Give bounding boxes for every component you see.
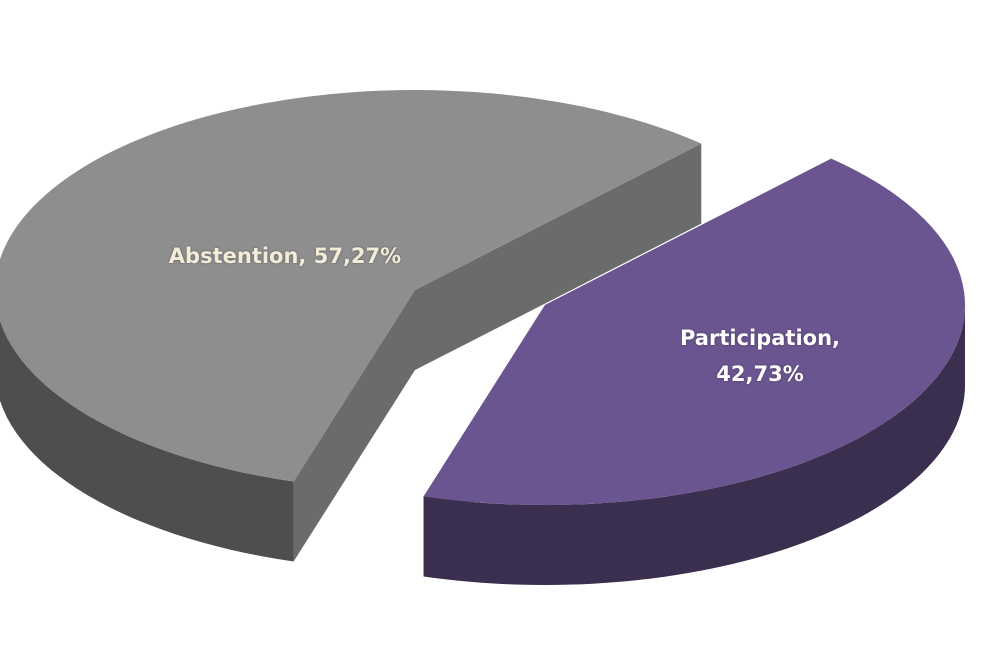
- data-label: Participation, 42,73%: [679, 326, 841, 386]
- slice-cut-face: [415, 143, 702, 370]
- data-label: Abstention, 57,27%: [168, 244, 402, 268]
- slice-side: [0, 320, 294, 562]
- slice: [423, 158, 966, 586]
- slice-cut-face: [293, 290, 415, 562]
- slice-top: [423, 158, 966, 506]
- slice-side: [423, 305, 965, 586]
- slice-top: [0, 90, 702, 482]
- slice: [0, 90, 702, 562]
